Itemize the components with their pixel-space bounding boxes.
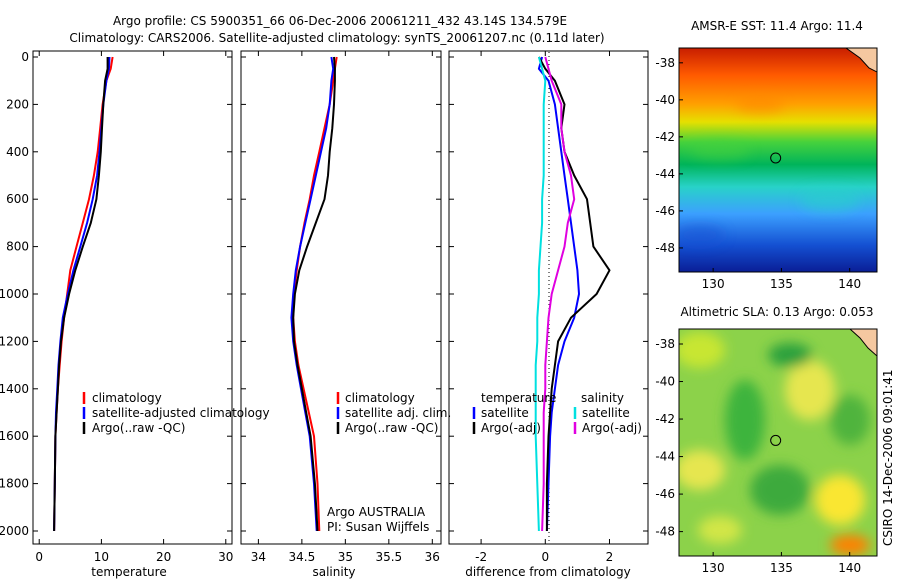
temperature-legend: climatology satellite-adjusted climatolo… (82, 391, 270, 435)
y-tick-label: -48 (655, 525, 675, 539)
series-line (292, 56, 336, 532)
y-tick-label: 400 (6, 145, 29, 159)
y-tick-label: 2000 (0, 524, 29, 538)
difference-xlabel: difference from climatology (465, 565, 631, 579)
salinity-panel-frame (240, 50, 442, 545)
x-tick-label: 0 (35, 550, 43, 564)
y-tick-label: 1600 (0, 429, 29, 443)
x-tick-label: 135 (770, 561, 793, 575)
difference-panel: -2 0 2 difference from climatology tempera… (448, 50, 649, 579)
figure-title-line2: Climatology: CARS2006. Satellite-adjuste… (69, 31, 604, 45)
series-line (538, 56, 611, 531)
x-tick-label: -2 (475, 550, 487, 564)
x-tick-label: 35 (338, 550, 353, 564)
y-tick-label: 1200 (0, 334, 29, 348)
series-line (541, 56, 576, 532)
sla-map-title: Altimetric SLA: 0.13 Argo: 0.053 (680, 305, 873, 319)
legend-satellite-label: satellite-adjusted climatology (92, 406, 270, 420)
legend-climatology-label: climatology (345, 391, 415, 405)
x-tick-label: 140 (838, 561, 861, 575)
series-line (534, 56, 547, 532)
y-tick-label: 1400 (0, 382, 29, 396)
y-tick-label: -42 (655, 130, 675, 144)
sst-map-title: AMSR-E SST: 11.4 Argo: 11.4 (691, 19, 863, 33)
y-tick-label: 0 (21, 50, 29, 64)
y-tick-label: 800 (6, 240, 29, 254)
credit-line1: Argo AUSTRALIA (327, 505, 426, 519)
salinity-legend: climatology satellite adj. clim. Argo(..… (336, 391, 451, 435)
legend-temp-satellite-label: satellite (481, 406, 529, 420)
series-line (53, 57, 109, 532)
y-tick-label: -44 (655, 167, 675, 181)
y-tick-label: -40 (655, 375, 675, 389)
legend-climatology-label: climatology (92, 391, 162, 405)
x-tick-label: 34.5 (289, 550, 316, 564)
x-tick-label: 36 (425, 550, 440, 564)
sst-map-panel: AMSR-E SST: 11.4 Argo: 11.4 130 135 140 -38… (655, 19, 878, 291)
side-timestamp-label: CSIRO 14-Dec-2006 09:01:41 (881, 369, 895, 546)
series-line (292, 56, 338, 532)
float-location-marker (770, 152, 782, 164)
y-tick-label: 1000 (0, 287, 29, 301)
legend-satellite-label: satellite adj. clim. (345, 406, 451, 420)
x-tick-label: 0 (541, 550, 549, 564)
y-tick-label: -40 (655, 93, 675, 107)
float-location-marker (770, 434, 782, 446)
x-tick-label: 130 (702, 277, 725, 291)
x-tick-label: 35.5 (375, 550, 402, 564)
x-tick-label: 135 (770, 277, 793, 291)
land-mask (845, 48, 877, 73)
difference-legend: temperature satellite Argo(-adj) salinit… (472, 391, 642, 435)
salinity-xlabel: salinity (312, 565, 355, 579)
sla-map-frame (678, 328, 878, 557)
sla-map-panel: Altimetric SLA: 0.13 Argo: 0.053 130 135 1… (655, 305, 878, 575)
salinity-panel: 34 34.5 35 35.5 36 salinity climatology sate… (240, 50, 451, 579)
y-tick-label: 1800 (0, 477, 29, 491)
legend-sal-satellite-label: satellite (582, 406, 630, 420)
temperature-panel: 0 10 20 30 0 200 400 600 800 1000 1200 1400 1600 1800… (0, 50, 270, 579)
y-tick-label: -44 (655, 450, 675, 464)
series-line (53, 56, 114, 532)
legend-salinity-title: salinity (581, 391, 624, 405)
land-mask (849, 329, 877, 357)
x-tick-label: 34 (251, 550, 266, 564)
credit-line2: PI: Susan Wijffels (327, 520, 429, 534)
figure-title-line1: Argo profile: CS 5900351_66 06-Dec-2006 … (113, 14, 567, 28)
legend-argo-label: Argo(..raw -QC) (345, 421, 438, 435)
temperature-xlabel: temperature (91, 565, 166, 579)
x-tick-label: 10 (94, 550, 109, 564)
y-tick-label: 600 (6, 192, 29, 206)
y-tick-label: -46 (655, 204, 675, 218)
x-tick-label: 130 (702, 561, 725, 575)
x-tick-label: 140 (838, 277, 861, 291)
series-line (537, 56, 580, 532)
legend-sal-argo-label: Argo(-adj) (582, 421, 642, 435)
x-tick-label: 20 (156, 550, 171, 564)
legend-argo-label: Argo(..raw -QC) (92, 421, 185, 435)
y-tick-label: -42 (655, 412, 675, 426)
x-tick-label: 2 (606, 550, 614, 564)
legend-temperature-title: temperature (481, 391, 556, 405)
y-tick-label: -46 (655, 487, 675, 501)
y-tick-label: 200 (6, 97, 29, 111)
temperature-panel-frame (32, 50, 233, 545)
legend-temp-argo-label: Argo(-adj) (481, 421, 541, 435)
x-tick-label: 30 (218, 550, 233, 564)
difference-panel-frame (448, 50, 649, 545)
y-tick-label: -38 (655, 337, 675, 351)
y-tick-label: -38 (655, 56, 675, 70)
sst-map-frame (678, 47, 878, 273)
y-tick-label: -48 (655, 241, 675, 255)
